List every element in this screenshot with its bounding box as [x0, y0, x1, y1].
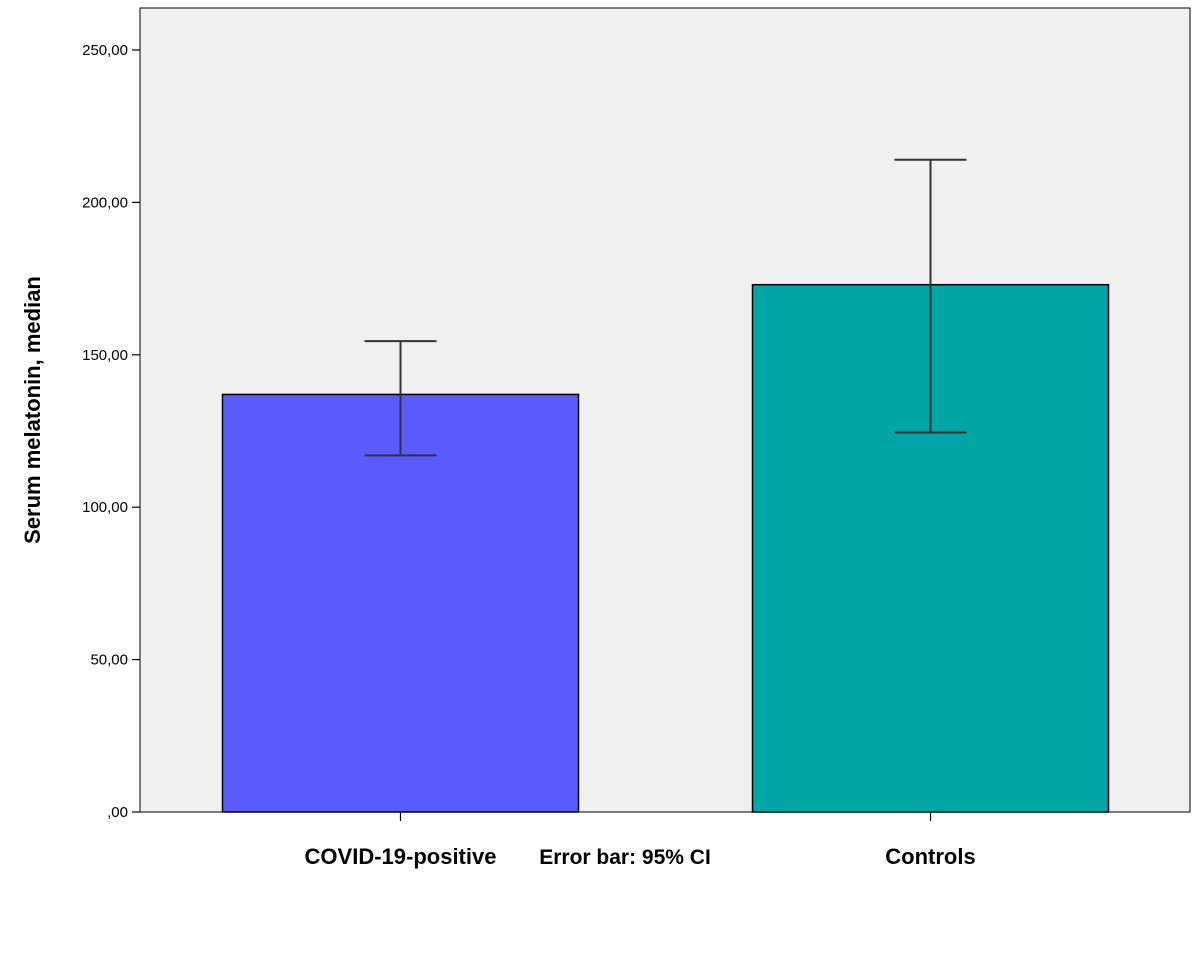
error-bar-footnote: Error bar: 95% CI: [539, 846, 711, 869]
y-tick-label: 200,00: [82, 194, 128, 211]
x-axis: COVID-19-positive Controls: [305, 812, 976, 869]
y-tick-label: 50,00: [90, 652, 128, 669]
y-tick-label: ,00: [107, 804, 128, 821]
y-tick-label: 100,00: [82, 499, 128, 516]
y-tick-label: 250,00: [82, 42, 128, 59]
y-tick-label: 150,00: [82, 347, 128, 364]
y-axis-title: Serum melatonin, median: [20, 276, 45, 544]
x-category-label: COVID-19-positive: [305, 844, 497, 869]
error-bars-group: [364, 158, 967, 457]
bar-covid-19-positive: [221, 393, 580, 813]
y-axis: ,00 50,00 100,00 150,00 200,00 250,00: [82, 42, 140, 821]
x-category-label: Controls: [885, 844, 975, 869]
